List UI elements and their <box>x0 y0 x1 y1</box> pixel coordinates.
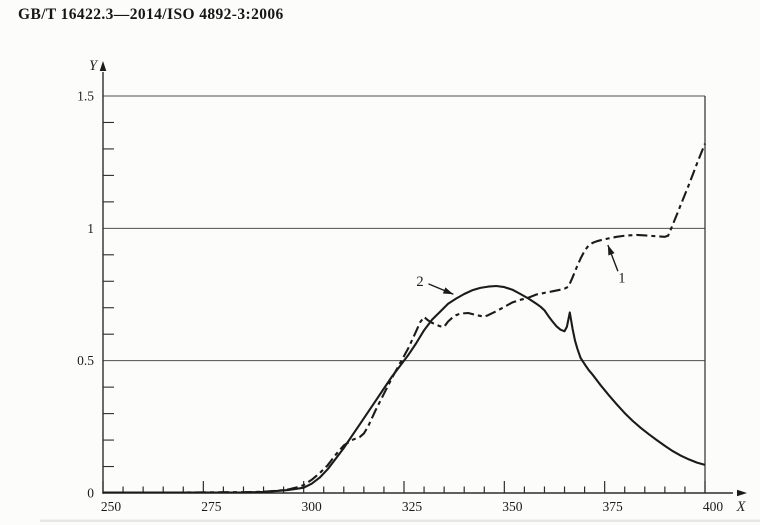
x-tick-label-325: 325 <box>402 499 423 514</box>
x-tick-label-275: 275 <box>201 499 222 514</box>
curve-label-1: 1 <box>618 270 625 286</box>
x-tick-label-250: 250 <box>101 499 122 514</box>
y-tick-label-0.5: 0.5 <box>77 353 94 368</box>
x-tick-label-350: 350 <box>502 499 523 514</box>
curve-1-leader-arrowhead-icon <box>607 245 615 256</box>
x-tick-label-300: 300 <box>302 499 323 514</box>
x-tick-label-400: 400 <box>703 499 724 514</box>
curve-2 <box>103 284 706 494</box>
curve-label-2: 2 <box>416 274 423 290</box>
y-tick-label-1.5: 1.5 <box>77 89 94 104</box>
x-axis-arrowhead-icon <box>737 489 747 497</box>
y-axis-arrowhead-icon <box>99 61 107 71</box>
document-header-title: GB/T 16422.3—2014/ISO 4892-3:2006 <box>18 6 284 23</box>
curve-1 <box>103 143 706 494</box>
curve-2-leader-arrowhead-icon <box>442 287 454 295</box>
x-axis-title: X <box>736 499 747 515</box>
y-axis-title: Y <box>89 58 99 74</box>
x-tick-label-375: 375 <box>603 499 624 514</box>
y-tick-label-0: 0 <box>87 486 94 501</box>
scan-shadow <box>40 519 760 522</box>
y-tick-label-1: 1 <box>87 221 94 236</box>
